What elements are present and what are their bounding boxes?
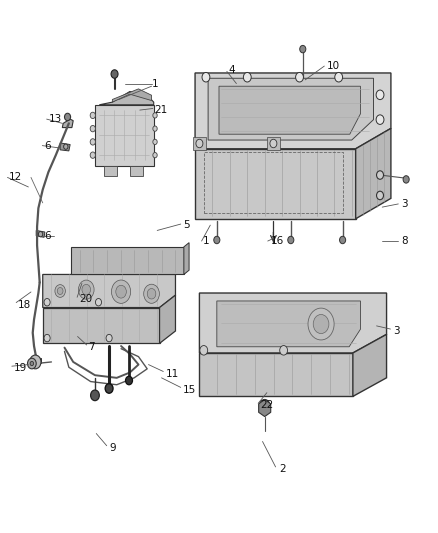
Circle shape xyxy=(214,236,220,244)
Circle shape xyxy=(78,280,94,299)
Text: 11: 11 xyxy=(166,369,179,378)
Circle shape xyxy=(200,345,208,355)
Polygon shape xyxy=(159,295,176,343)
Text: 6: 6 xyxy=(44,231,51,241)
Circle shape xyxy=(202,72,210,82)
Circle shape xyxy=(153,113,157,118)
Circle shape xyxy=(153,139,157,144)
Polygon shape xyxy=(267,137,280,150)
Polygon shape xyxy=(71,247,184,274)
Circle shape xyxy=(126,376,133,385)
Polygon shape xyxy=(353,334,387,397)
Circle shape xyxy=(376,115,384,124)
Circle shape xyxy=(313,314,329,334)
Text: 2: 2 xyxy=(279,464,286,474)
Polygon shape xyxy=(219,86,360,134)
Text: 7: 7 xyxy=(88,342,95,352)
Circle shape xyxy=(90,125,95,132)
Polygon shape xyxy=(259,400,271,417)
Circle shape xyxy=(196,139,203,148)
Polygon shape xyxy=(195,149,356,219)
Circle shape xyxy=(300,45,306,53)
Polygon shape xyxy=(60,143,70,151)
Polygon shape xyxy=(199,353,353,397)
Circle shape xyxy=(44,298,50,306)
Circle shape xyxy=(280,345,288,355)
Polygon shape xyxy=(43,308,159,343)
Polygon shape xyxy=(195,73,391,149)
Circle shape xyxy=(64,144,68,149)
Text: 1: 1 xyxy=(152,78,158,88)
Text: 21: 21 xyxy=(155,105,168,115)
Circle shape xyxy=(153,126,157,131)
Circle shape xyxy=(153,152,157,158)
Circle shape xyxy=(105,384,113,393)
Text: 6: 6 xyxy=(44,141,51,151)
Circle shape xyxy=(30,355,41,369)
Text: 16: 16 xyxy=(270,236,284,246)
Circle shape xyxy=(106,334,112,342)
Text: 9: 9 xyxy=(110,443,116,453)
Polygon shape xyxy=(30,358,41,363)
Text: 18: 18 xyxy=(18,300,31,310)
Circle shape xyxy=(91,390,99,401)
Circle shape xyxy=(64,114,71,120)
Text: 3: 3 xyxy=(401,199,407,209)
Circle shape xyxy=(90,139,95,145)
Text: 1: 1 xyxy=(202,236,209,246)
Circle shape xyxy=(296,72,304,82)
Circle shape xyxy=(39,231,43,237)
Circle shape xyxy=(82,285,91,295)
Circle shape xyxy=(259,400,270,413)
Circle shape xyxy=(30,361,34,366)
Circle shape xyxy=(90,152,95,158)
Circle shape xyxy=(377,191,384,200)
Text: 20: 20 xyxy=(79,294,92,304)
Circle shape xyxy=(55,285,65,297)
Circle shape xyxy=(111,70,118,78)
Circle shape xyxy=(335,72,343,82)
Circle shape xyxy=(244,72,251,82)
Polygon shape xyxy=(184,243,189,274)
Circle shape xyxy=(308,308,334,340)
Circle shape xyxy=(90,112,95,118)
Text: 15: 15 xyxy=(184,384,197,394)
Polygon shape xyxy=(130,166,143,176)
Polygon shape xyxy=(62,119,73,127)
Circle shape xyxy=(57,287,63,295)
Polygon shape xyxy=(217,301,360,347)
Polygon shape xyxy=(95,105,154,166)
Circle shape xyxy=(112,280,131,303)
Circle shape xyxy=(95,298,102,306)
Polygon shape xyxy=(113,89,152,102)
Circle shape xyxy=(147,288,156,299)
Circle shape xyxy=(44,334,50,342)
Text: 4: 4 xyxy=(229,66,235,75)
Text: 12: 12 xyxy=(9,172,22,182)
Text: 5: 5 xyxy=(184,220,190,230)
Text: 13: 13 xyxy=(48,114,62,124)
Text: 10: 10 xyxy=(327,61,340,71)
Polygon shape xyxy=(356,128,391,219)
Circle shape xyxy=(270,139,277,148)
Circle shape xyxy=(28,358,36,369)
Circle shape xyxy=(339,236,346,244)
Polygon shape xyxy=(43,274,176,308)
Polygon shape xyxy=(208,78,374,140)
Text: 3: 3 xyxy=(393,326,400,336)
Text: 19: 19 xyxy=(14,364,27,373)
Polygon shape xyxy=(193,137,206,150)
Circle shape xyxy=(377,171,384,179)
Circle shape xyxy=(288,236,294,244)
Circle shape xyxy=(403,176,409,183)
Circle shape xyxy=(376,90,384,100)
Polygon shape xyxy=(99,92,154,105)
Text: 22: 22 xyxy=(260,400,274,410)
Polygon shape xyxy=(199,293,387,353)
Polygon shape xyxy=(104,166,117,176)
Circle shape xyxy=(116,285,126,298)
Text: 8: 8 xyxy=(401,236,407,246)
Polygon shape xyxy=(36,230,45,237)
Circle shape xyxy=(144,284,159,303)
